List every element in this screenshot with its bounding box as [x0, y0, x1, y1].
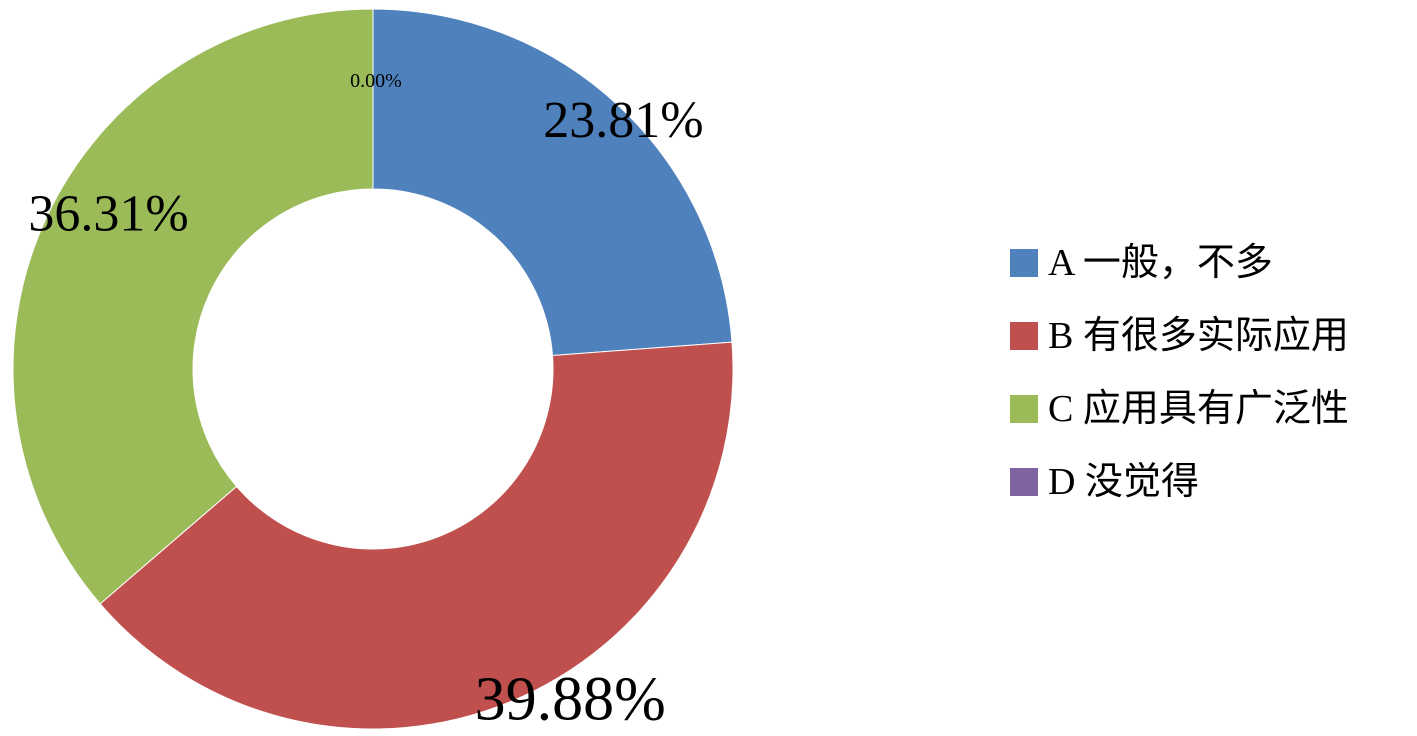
data-label-c: 36.31% [28, 185, 188, 242]
legend-item-b: B 有很多实际应用 [1010, 309, 1410, 363]
donut-slice-c [12, 8, 374, 605]
data-label-d: 0.00% [350, 70, 402, 92]
legend-label: B 有很多实际应用 [1048, 315, 1349, 357]
data-label-a: 23.81% [543, 92, 703, 149]
legend-label: C 应用具有广泛性 [1048, 388, 1349, 430]
legend-label: A 一般，不多 [1048, 242, 1273, 284]
legend-swatch [1010, 322, 1038, 350]
chart-legend: A 一般，不多 B 有很多实际应用 C 应用具有广泛性 D 没觉得 [1010, 236, 1410, 528]
legend-item-d: D 没觉得 [1010, 455, 1410, 509]
legend-swatch [1010, 395, 1038, 423]
legend-swatch [1010, 249, 1038, 277]
legend-item-c: C 应用具有广泛性 [1010, 382, 1410, 436]
donut-slice-a [372, 8, 733, 357]
legend-swatch [1010, 468, 1038, 496]
legend-item-a: A 一般，不多 [1010, 236, 1410, 290]
chart-data-labels: 23.81% 39.88% 36.31% 0.00% [28, 70, 703, 733]
chart-slices [12, 8, 734, 730]
data-label-b: 39.88% [475, 665, 666, 733]
legend-label: D 没觉得 [1048, 461, 1199, 503]
donut-slice-b [99, 341, 734, 730]
